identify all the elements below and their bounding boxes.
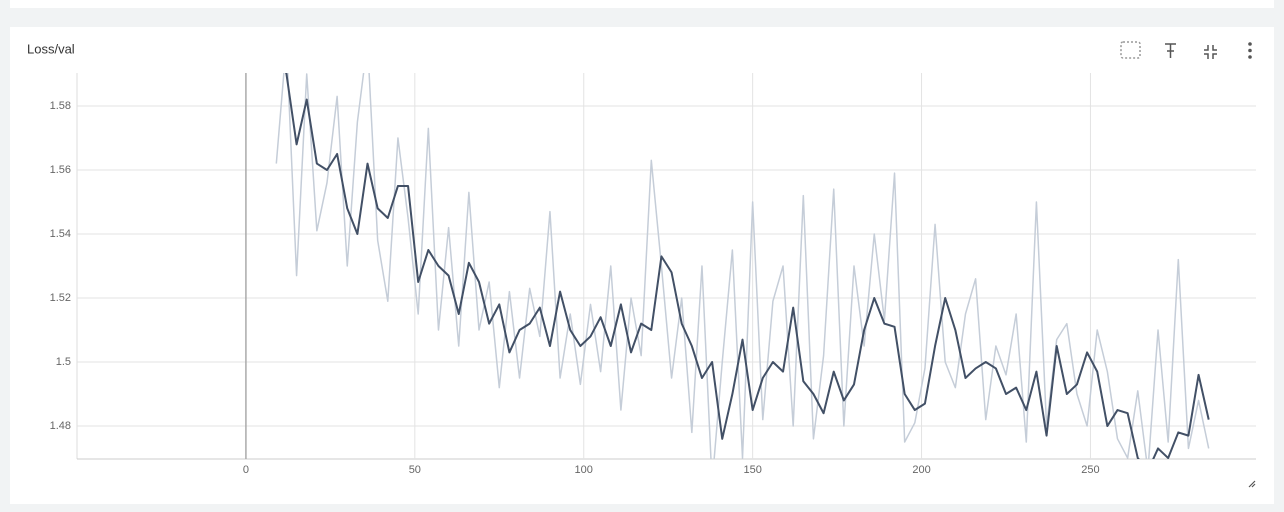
plot-area	[275, 73, 1210, 459]
fit-domain-button[interactable]	[1120, 41, 1141, 59]
pin-button[interactable]	[1165, 43, 1176, 58]
resize-handle[interactable]	[1248, 480, 1256, 488]
y-tick-label: 1.56	[50, 164, 71, 176]
x-tick-label: 100	[575, 464, 593, 476]
previous-card	[10, 0, 1274, 8]
x-tick-label: 250	[1081, 464, 1099, 476]
y-tick-label: 1.58	[50, 100, 71, 112]
x-tick-label: 0	[243, 464, 249, 476]
y-tick-label: 1.5	[56, 356, 71, 368]
chart-card	[10, 27, 1274, 504]
menu-button[interactable]	[1248, 42, 1252, 59]
y-tick-label: 1.52	[50, 292, 71, 304]
y-tick-label: 1.54	[50, 228, 71, 240]
data-line	[285, 73, 1210, 459]
toolbar[interactable]	[1120, 41, 1252, 59]
chart-title: Loss/val	[27, 41, 75, 56]
x-tick-label: 200	[912, 464, 930, 476]
x-tick-label: 50	[409, 464, 421, 476]
y-tick-label: 1.48	[50, 420, 71, 432]
x-tick-label: 150	[743, 464, 761, 476]
collapse-button[interactable]	[1204, 45, 1217, 59]
